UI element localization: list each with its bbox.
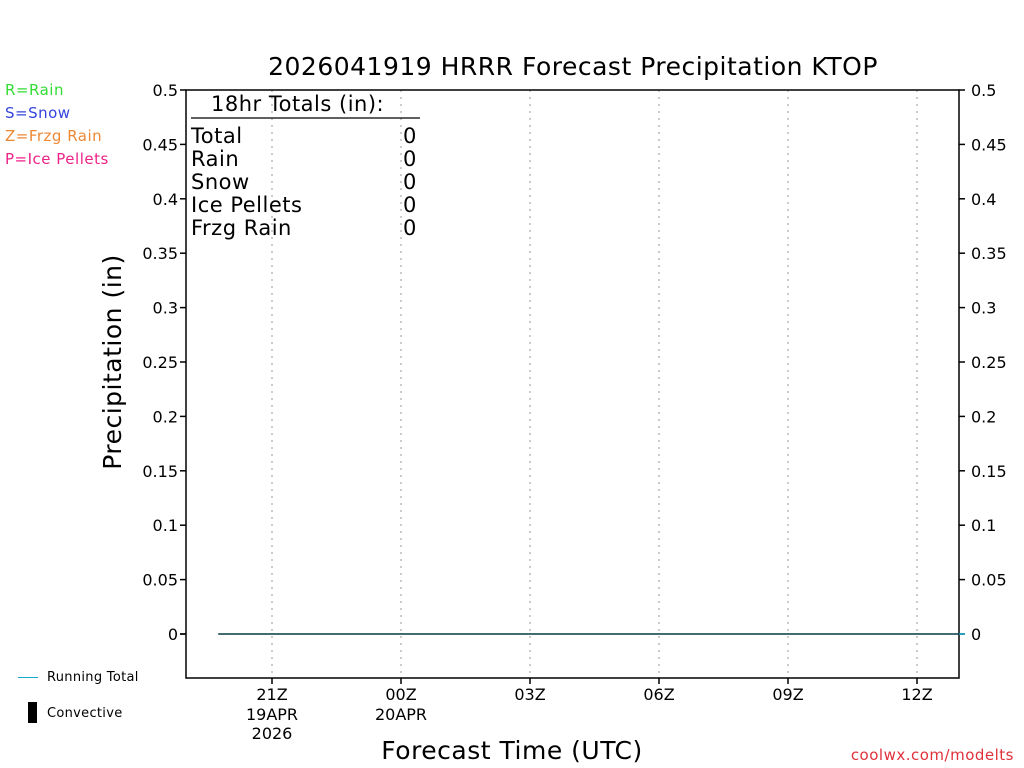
chart-title: 2026041919 HRRR Forecast Precipitation K… — [268, 52, 878, 81]
x-tick-label: 00Z — [385, 685, 416, 704]
y-axis: 0 00.05 0.050.1 0.10.15 0.150.2 0.20.25 0.250.… — [142, 81, 1006, 644]
x-tick-label: 06Z — [643, 685, 674, 704]
legend-ice-pellets: P=Ice Pellets — [5, 150, 109, 168]
x-tick-label: 03Z — [514, 685, 545, 704]
x-tick-date: 19APR — [246, 705, 298, 724]
legend-convective-bar — [28, 702, 37, 723]
y-tick-label-left: 0.4 — [153, 190, 178, 209]
legend-frzg-rain: Z=Frzg Rain — [5, 127, 103, 145]
totals-value: 0 — [403, 193, 417, 217]
y-tick-label-left: 0.25 — [142, 353, 178, 372]
totals-value: 0 — [403, 124, 417, 148]
x-tick-date: 20APR — [375, 705, 427, 724]
y-tick-label-left: 0.05 — [142, 571, 178, 590]
y-tick-label-right: 0.5 — [971, 81, 996, 100]
y-tick-label-right: 0.4 — [971, 190, 996, 209]
y-tick-label-left: 0 — [168, 625, 178, 644]
y-tick-label-right: 0.15 — [971, 462, 1007, 481]
y-tick-label-left: 0.15 — [142, 462, 178, 481]
x-tick-year: 2026 — [252, 724, 293, 743]
y-tick-label-left: 0.45 — [142, 135, 178, 154]
x-tick-label: 21Z — [256, 685, 287, 704]
totals-label: Total — [190, 124, 243, 148]
x-tick-label: 12Z — [901, 685, 932, 704]
legend-running-total-line — [18, 677, 38, 678]
totals-value: 0 — [403, 216, 417, 240]
grid — [271, 90, 918, 678]
legend-convective: Convective — [47, 706, 123, 721]
totals-label: Ice Pellets — [191, 193, 302, 217]
legend-running-total: Running Total — [47, 670, 139, 685]
y-tick-label-right: 0.1 — [971, 516, 996, 535]
totals-value: 0 — [403, 170, 417, 194]
y-tick-label-right: 0.05 — [971, 571, 1007, 590]
y-tick-label-right: 0.35 — [971, 244, 1007, 263]
y-tick-label-right: 0.2 — [971, 407, 996, 426]
x-axis-label: Forecast Time (UTC) — [381, 736, 642, 765]
y-axis-label: Precipitation (in) — [98, 254, 127, 470]
y-tick-label-right: 0 — [971, 625, 981, 644]
y-tick-label-left: 0.2 — [153, 407, 178, 426]
totals-value: 0 — [403, 147, 417, 171]
x-tick-label: 09Z — [772, 685, 803, 704]
legend-rain: R=Rain — [5, 81, 64, 99]
totals-header: 18hr Totals (in): — [211, 92, 384, 116]
y-tick-label-left: 0.3 — [153, 299, 178, 318]
y-tick-label-left: 0.35 — [142, 244, 178, 263]
y-tick-label-right: 0.45 — [971, 135, 1007, 154]
totals-box: 18hr Totals (in): Total 0 Rain 0 Snow 0 Ice Pel… — [190, 92, 420, 240]
totals-label: Frzg Rain — [191, 216, 292, 240]
y-tick-label-right: 0.25 — [971, 353, 1007, 372]
y-tick-label-right: 0.3 — [971, 299, 996, 318]
legend-snow: S=Snow — [5, 104, 71, 122]
plot-frame — [185, 89, 960, 679]
totals-label: Rain — [191, 147, 239, 171]
y-tick-label-left: 0.1 — [153, 516, 178, 535]
totals-label: Snow — [191, 170, 250, 194]
y-tick-label-left: 0.5 — [153, 81, 178, 100]
source-credit[interactable]: coolwx.com/modelts — [850, 746, 1014, 764]
